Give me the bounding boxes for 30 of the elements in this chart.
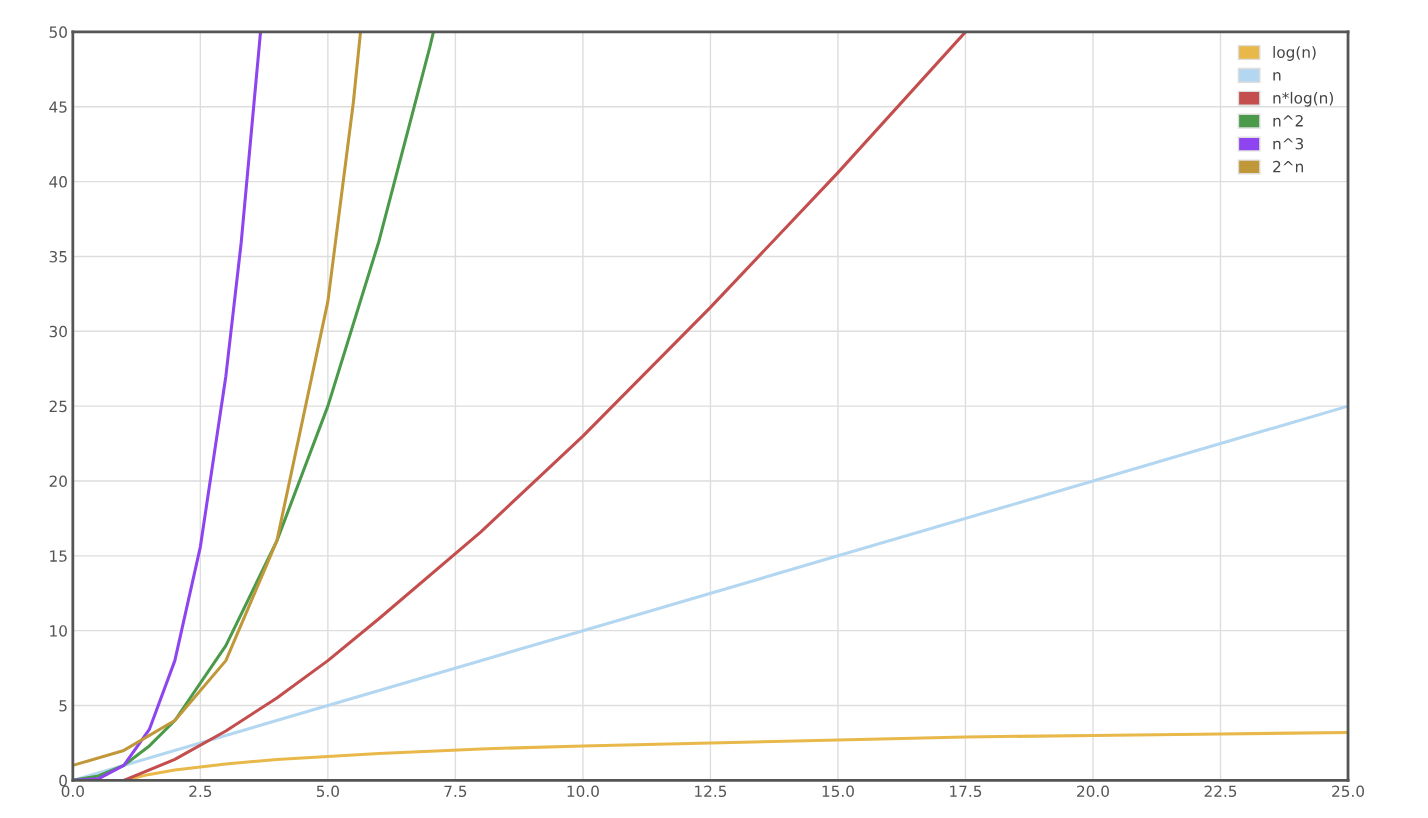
x-tick-label: 12.5: [695, 785, 727, 798]
x-tick-label: 10.0: [567, 785, 599, 798]
y-tick-label: 50: [49, 26, 67, 38]
legend-label: n: [1273, 72, 1281, 81]
x-tick-label: 15.0: [822, 785, 854, 798]
y-tick-label: 30: [49, 325, 67, 338]
x-tick-label: 25.0: [1332, 785, 1365, 798]
y-tick-label: 45: [49, 101, 67, 113]
y-tick-label: 25: [49, 400, 67, 413]
x-tick-label: 20.0: [1077, 785, 1109, 798]
y-tick-label: 15: [50, 550, 67, 562]
y-tick-label: 20: [49, 475, 67, 488]
y-tick-label: 40: [49, 176, 67, 188]
x-tick-label: 0.0: [61, 785, 84, 798]
legend-label: n^2: [1273, 115, 1303, 127]
line-series: [72, 31, 363, 767]
legend-label: n^3: [1273, 137, 1304, 150]
x-tick-label: 17.5: [950, 785, 982, 798]
y-tick-label: 5: [59, 700, 67, 712]
legend-label: log(n): [1273, 46, 1316, 61]
legend-label: n*log(n): [1273, 91, 1333, 107]
line-series: [122, 31, 967, 781]
y-tick-label: 10: [50, 625, 67, 637]
legend-label: 2^n: [1273, 160, 1303, 173]
x-tick-label: 5.0: [316, 785, 339, 798]
y-tick-label: 35: [49, 250, 67, 263]
x-tick-label: 2.5: [189, 785, 212, 798]
x-tick-label: 22.5: [1204, 785, 1237, 798]
x-tick-label: 7.5: [444, 785, 467, 798]
y-tick-label: 0: [59, 774, 67, 787]
